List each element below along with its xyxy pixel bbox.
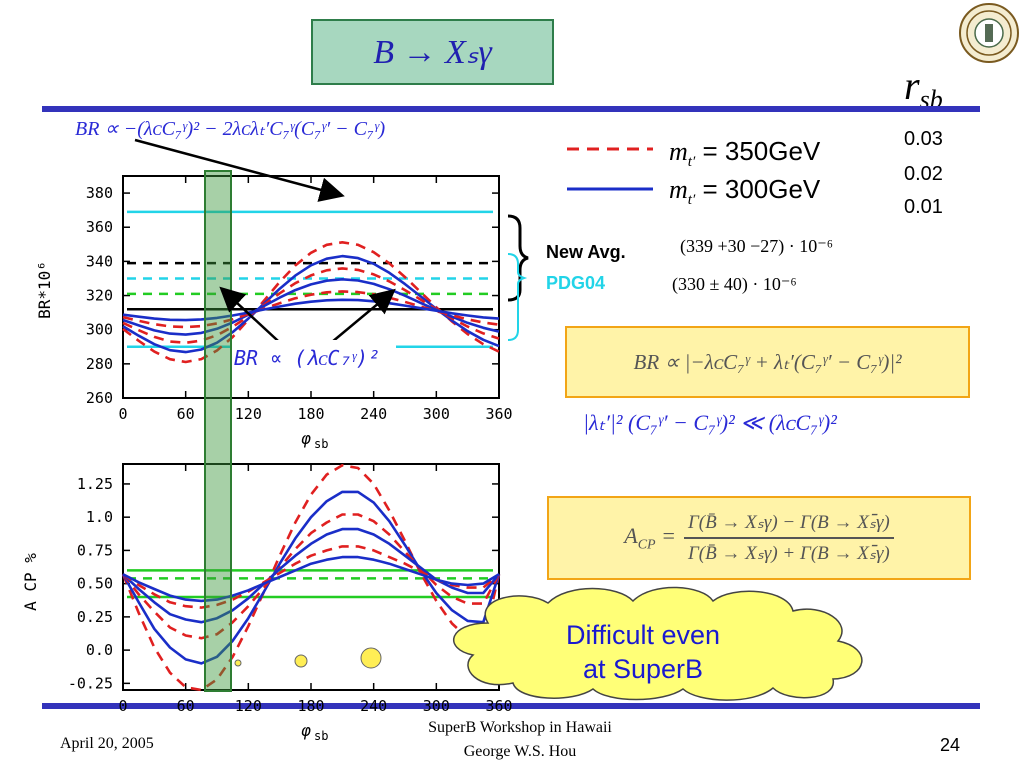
brace-marks (507, 214, 529, 341)
acp-denominator: Γ(B̄ → Xₛγ) + Γ(B → Xₛ̄γ) (687, 543, 890, 564)
y-tick-label: 1.0 (86, 508, 113, 526)
top-divider (42, 106, 980, 112)
footer-event: SuperB Workshop in Hawaii (428, 719, 612, 736)
new-avg-label: New Avg. (546, 242, 626, 262)
university-seal-logo (959, 3, 1019, 63)
pdg-value: (330 ± 40) · 10⁻⁶ (672, 274, 797, 294)
y-tick-label: 0.50 (77, 575, 113, 593)
rsb-value-2: 0.02 (904, 163, 943, 185)
legend-dashed-line (567, 147, 653, 151)
cloud-shape (453, 586, 863, 701)
new-avg-value: (339 +30 −27) · 10⁻⁶ (680, 236, 834, 256)
y-tick-label: 1.25 (77, 475, 113, 493)
page-number: 24 (940, 735, 961, 755)
x-tick-label: 360 (485, 697, 512, 715)
cloud-text-line1: Difficult even (565, 620, 721, 650)
x-tick-label: 60 (177, 697, 195, 715)
footer-date: April 20, 2005 (60, 735, 154, 752)
x-tick-label: 180 (297, 697, 324, 715)
x-tick-label: 360 (485, 405, 512, 423)
x-axis-label-sub: sb (314, 437, 328, 451)
y-tick-label: 0.0 (86, 641, 113, 659)
arrow-top-formula (134, 138, 345, 202)
acp-numerator: Γ(B̄ → Xₛγ) − Γ(B → Xₛ̄γ) (683, 511, 894, 539)
bottom-divider (42, 703, 980, 709)
marker-circle-2 (360, 647, 382, 669)
x-tick-label: 180 (297, 405, 324, 423)
y-tick-label: 0.75 (77, 541, 113, 559)
cyan-brace (507, 253, 528, 341)
series-line-0 (121, 463, 501, 692)
x-tick-label: 60 (177, 405, 195, 423)
series-line-4 (122, 290, 500, 329)
x-tick-label: 0 (118, 697, 127, 715)
chart-legend: mt′ = 350GeV mt′ = 300GeV (565, 136, 895, 209)
slide-title: B → Xₛγ (311, 19, 554, 85)
rsb-value-1: 0.03 (904, 128, 943, 150)
legend-solid-line (567, 187, 653, 191)
plot-frame-1 (122, 463, 500, 691)
y-axis-label-br: BR*10⁶ (35, 261, 54, 319)
y-tick-label: 360 (86, 218, 113, 236)
phi-band (204, 170, 232, 692)
x-tick-label: 300 (423, 405, 450, 423)
y-tick-label: 260 (86, 389, 113, 407)
footer-author: George W.S. Hou (463, 743, 577, 760)
br-formula-top: BR ∝ −(λᴄC₇ᵞ)² − 2λᴄλₜ′C₇ᵞ(C₇ᵞ′ − C₇ᵞ) (75, 118, 386, 140)
y-tick-label: 0.25 (77, 608, 113, 626)
black-brace (507, 214, 529, 302)
marker-circle-1 (294, 654, 308, 668)
x-tick-label: 120 (235, 405, 262, 423)
y-tick-label: 380 (86, 184, 113, 202)
x-tick-label: 240 (360, 697, 387, 715)
x-axis-label: φ (301, 721, 311, 740)
x-tick-label: 240 (360, 405, 387, 423)
y-axis-label-acp: A CP % (21, 553, 40, 611)
series-line-1 (121, 490, 501, 665)
acp-formula-box: ACP = Γ(B̄ → Xₛγ) − Γ(B → Xₛ̄γ) Γ(B̄ → X… (547, 496, 971, 580)
series-line-5 (122, 298, 500, 322)
mid-formula-bg (232, 340, 396, 372)
x-tick-label: 0 (118, 405, 127, 423)
x-axis-label: φ (301, 429, 311, 448)
rsb-value-3: 0.01 (904, 196, 943, 218)
pdg-label: PDG04 (546, 273, 606, 293)
series-line-2 (121, 513, 501, 640)
br-formula-mid: BR ∝ (λᴄC₇ᵞ)² (234, 346, 380, 370)
x-tick-label: 120 (235, 697, 262, 715)
inequality-formula: |λₜ′|² (C₇ᵞ′ − C₇ᵞ)² ≪ (λᴄC₇ᵞ)² (583, 410, 837, 435)
series-line-5 (122, 555, 500, 603)
y-tick-label: 340 (86, 252, 113, 270)
legend-label-350: mt′ = 350GeV (669, 136, 821, 171)
acp-lhs: ACP = (624, 522, 676, 553)
y-tick-label: -0.25 (68, 674, 113, 692)
x-tick-label: 300 (423, 697, 450, 715)
marker-circle-0 (234, 659, 242, 667)
y-tick-label: 320 (86, 287, 113, 305)
y-tick-label: 280 (86, 355, 113, 373)
y-tick-label: 300 (86, 321, 113, 339)
legend-label-300: mt′ = 300GeV (669, 174, 821, 209)
x-axis-label-sub: sb (314, 729, 328, 743)
br-formula-box: BR ∝ |−λᴄC₇ᵞ + λₜ′(C₇ᵞ′ − C₇ᵞ)|² (565, 326, 970, 398)
cloud-text-line2: at SuperB (582, 654, 704, 684)
